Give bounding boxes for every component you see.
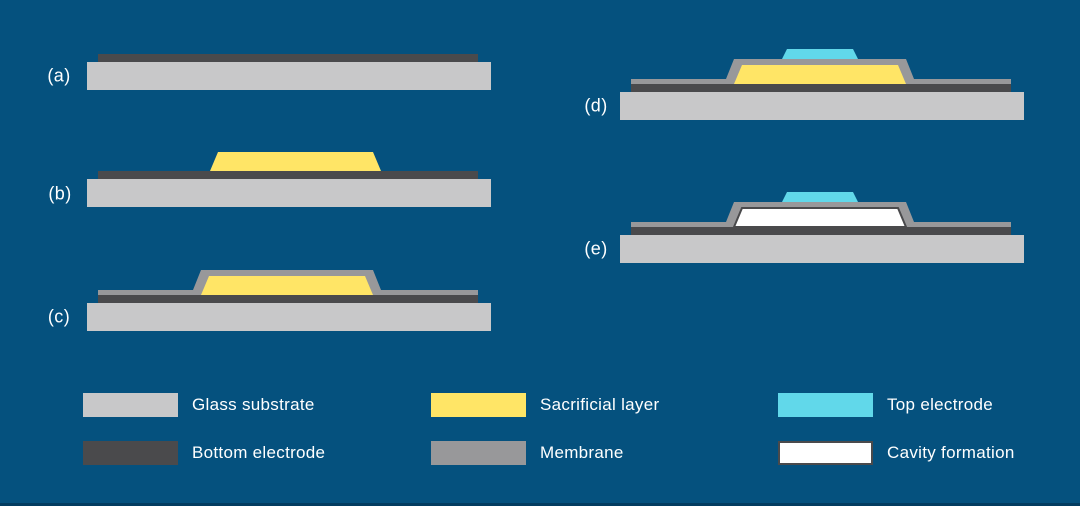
glass-substrate-swatch — [83, 393, 178, 417]
cavity — [732, 207, 908, 228]
bottom-electrode-layer — [98, 54, 478, 62]
top-electrode-layer — [782, 192, 858, 202]
legend-item-glass-substrate: Glass substrate — [83, 393, 315, 417]
legend-label: Cavity formation — [887, 443, 1015, 462]
step-c-label: (c) — [47, 306, 71, 327]
top-electrode-swatch — [778, 393, 873, 417]
top-electrode-layer — [782, 49, 858, 59]
step-b-diagram — [87, 152, 491, 207]
glass-substrate-layer — [620, 92, 1024, 120]
sacrificial-layer — [734, 65, 906, 84]
legend-label: Membrane — [540, 443, 624, 462]
membrane-swatch — [431, 441, 526, 465]
sacrificial-layer — [210, 152, 381, 171]
step-d-label: (d) — [584, 95, 608, 116]
sacrificial-layer-swatch — [431, 393, 526, 417]
bottom-electrode-layer — [98, 171, 478, 179]
step-c-diagram — [87, 270, 491, 331]
sacrificial-layer — [201, 276, 373, 295]
legend-label: Glass substrate — [192, 395, 315, 414]
step-a-diagram — [87, 54, 491, 90]
step-b-label: (b) — [48, 183, 72, 204]
step-d-diagram — [620, 49, 1024, 120]
legend-label: Bottom electrode — [192, 443, 326, 462]
step-e-diagram — [620, 192, 1024, 263]
legend-item-cavity-formation: Cavity formation — [778, 441, 1015, 465]
legend-item-membrane: Membrane — [431, 441, 624, 465]
glass-substrate-layer — [87, 179, 491, 207]
glass-substrate-layer — [87, 303, 491, 331]
legend-item-sacrificial-layer: Sacrificial layer — [431, 393, 659, 417]
step-a-label: (a) — [47, 65, 71, 86]
bottom-electrode-swatch — [83, 441, 178, 465]
step-e-label: (e) — [584, 238, 608, 259]
bottom-electrode-layer — [631, 227, 1011, 235]
glass-substrate-layer — [620, 235, 1024, 263]
bottom-electrode-layer — [631, 84, 1011, 92]
glass-substrate-layer — [87, 62, 491, 90]
bottom-electrode-layer — [98, 295, 478, 303]
legend-label: Top electrode — [887, 395, 993, 414]
cavity-formation-swatch — [778, 441, 873, 465]
legend-item-bottom-electrode: Bottom electrode — [83, 441, 325, 465]
bottom-edge-line — [0, 503, 1080, 506]
legend-label: Sacrificial layer — [540, 395, 660, 414]
legend-item-top-electrode: Top electrode — [778, 393, 993, 417]
